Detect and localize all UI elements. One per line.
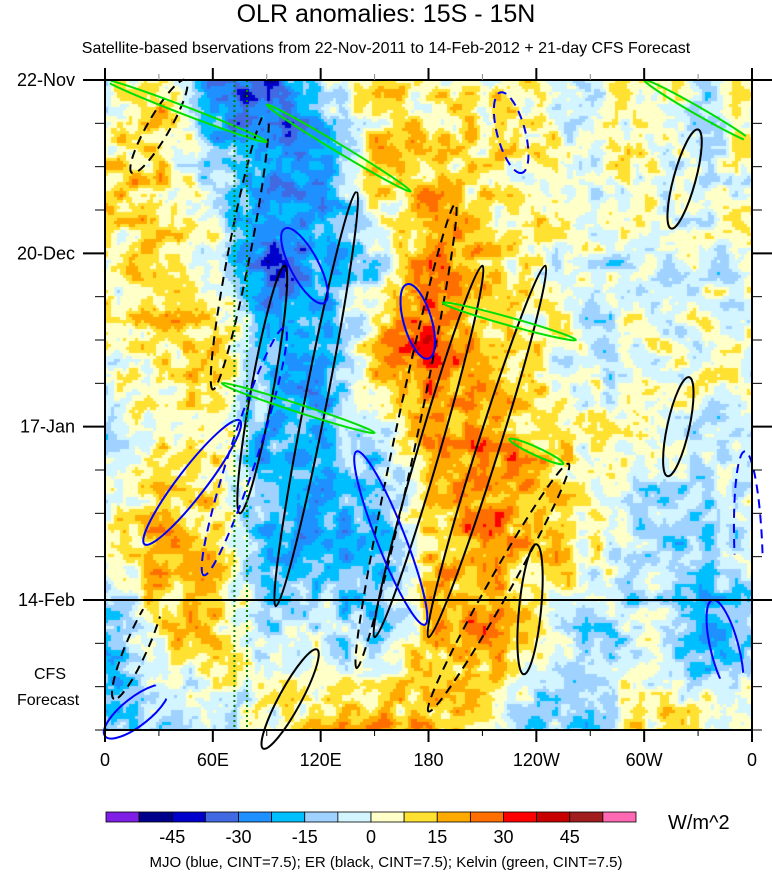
colorbar-swatch [536,811,571,823]
er-contour [129,78,189,175]
colorbar-swatch [436,811,471,823]
mjo-contour [353,450,429,626]
kelvin-contour [441,301,577,342]
mjo-contour [102,683,171,740]
mjo-contour [200,326,288,577]
mjo-contour [732,450,764,561]
colorbar-swatch [337,811,372,823]
x-tick-label: 120E [300,750,342,770]
colorbar-swatch [138,811,173,823]
er-contour [236,264,289,515]
er-contour [516,543,544,676]
contour-legend: MJO (blue, CINT=7.5); ER (black, CINT=7.… [149,854,623,871]
er-contour [662,376,695,478]
x-tick-label: 180 [413,750,443,770]
colorbar-label: 30 [493,827,513,847]
y-tick-label: 22-Nov [17,70,75,90]
er-contour [666,128,703,230]
er-contour [110,586,166,701]
colorbar-label: 15 [427,827,447,847]
y-tick-label: 17-Jan [20,417,75,437]
x-tick-label: 60W [626,750,663,770]
forecast-label-line1: CFS [34,666,66,683]
colorbar-swatch [469,811,504,823]
colorbar-units: W/m^2 [668,812,730,834]
y-tick-label: 14-Feb [18,590,75,610]
colorbar-swatch [271,811,306,823]
kelvin-contour [643,78,754,144]
colorbar-swatch [238,811,273,823]
colorbar-swatch [370,811,405,823]
x-tick-label: 0 [100,750,110,770]
colorbar-swatch [503,811,538,823]
forecast-label-line2: Forecast [17,692,80,709]
colorbar-label: -45 [159,827,185,847]
mjo-contour [399,283,436,360]
colorbar-swatch [171,811,206,823]
kelvin-contour [103,78,268,144]
colorbar-swatch [403,811,438,823]
x-tick-label: 60E [197,750,229,770]
er-contour [260,648,320,750]
plot-frame [104,79,753,731]
x-tick-label: 120W [513,750,560,770]
kelvin-contour [220,382,376,435]
chart-subtitle: Satellite-based bservations from 22-Nov-… [81,40,691,57]
colorbar-label: 0 [366,827,376,847]
er-contour [426,264,548,639]
er-contour [372,264,485,639]
er-contour [209,109,270,391]
mjo-contour [280,226,329,305]
colorbar-swatch [304,811,339,823]
mjo-contour [705,598,745,696]
colorbar-swatch [602,811,637,823]
colorbar-swatch [569,811,604,823]
colorbar-label: -30 [225,827,251,847]
er-contour [426,462,571,713]
mjo-contour [492,91,530,175]
er-contour [354,202,458,670]
mjo-contour [142,418,243,546]
colorbar-swatch [204,811,239,823]
chart-title: OLR anomalies: 15S - 15N [236,0,536,28]
colorbar-label: 45 [560,827,580,847]
colorbar-label: -15 [292,827,318,847]
kelvin-contour [508,437,565,466]
colorbar-swatch [105,811,140,823]
y-tick-label: 20-Dec [17,243,75,263]
kelvin-contour [265,103,412,193]
x-tick-label: 0 [747,750,757,770]
